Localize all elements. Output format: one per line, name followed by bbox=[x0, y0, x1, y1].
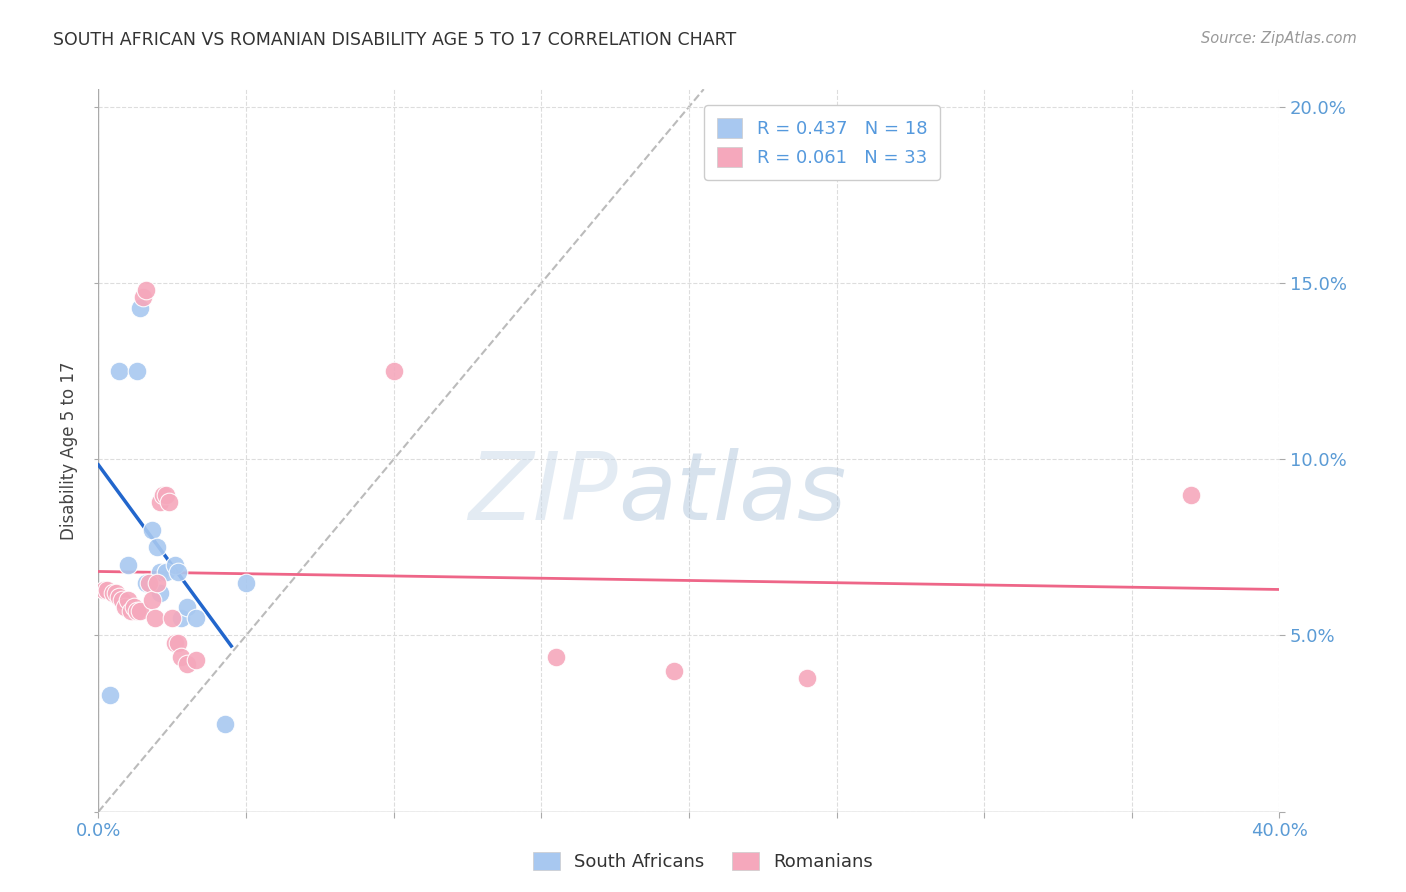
Point bbox=[796, 671, 818, 685]
Point bbox=[135, 575, 157, 590]
Point bbox=[96, 582, 118, 597]
Point bbox=[111, 593, 134, 607]
Point bbox=[176, 600, 198, 615]
Text: atlas: atlas bbox=[619, 449, 846, 540]
Point bbox=[114, 600, 136, 615]
Point bbox=[117, 558, 139, 572]
Point bbox=[135, 283, 157, 297]
Point bbox=[214, 716, 236, 731]
Point bbox=[165, 635, 187, 649]
Point bbox=[1180, 487, 1202, 501]
Point bbox=[141, 523, 163, 537]
Text: ZIP: ZIP bbox=[468, 449, 619, 540]
Point bbox=[120, 604, 142, 618]
Point bbox=[98, 689, 121, 703]
Legend: R = 0.437   N = 18, R = 0.061   N = 33: R = 0.437 N = 18, R = 0.061 N = 33 bbox=[704, 105, 939, 179]
Point bbox=[108, 364, 131, 378]
Point bbox=[117, 593, 139, 607]
Point bbox=[138, 575, 160, 590]
Point bbox=[664, 664, 686, 678]
Point bbox=[125, 364, 148, 378]
Point bbox=[141, 593, 163, 607]
Point bbox=[103, 586, 125, 600]
Point bbox=[162, 611, 183, 625]
Point bbox=[167, 565, 190, 579]
Text: Source: ZipAtlas.com: Source: ZipAtlas.com bbox=[1201, 31, 1357, 46]
Point bbox=[149, 494, 172, 508]
Point bbox=[170, 611, 193, 625]
Point bbox=[93, 582, 115, 597]
Point bbox=[108, 590, 131, 604]
Legend: South Africans, Romanians: South Africans, Romanians bbox=[526, 845, 880, 879]
Point bbox=[143, 611, 166, 625]
Point bbox=[184, 611, 207, 625]
Point bbox=[132, 290, 155, 304]
Point bbox=[546, 649, 568, 664]
Point bbox=[235, 575, 257, 590]
Point bbox=[176, 657, 198, 671]
Point bbox=[105, 586, 128, 600]
Point bbox=[165, 558, 187, 572]
Point bbox=[155, 487, 177, 501]
Point bbox=[152, 487, 174, 501]
Point bbox=[155, 565, 177, 579]
Text: SOUTH AFRICAN VS ROMANIAN DISABILITY AGE 5 TO 17 CORRELATION CHART: SOUTH AFRICAN VS ROMANIAN DISABILITY AGE… bbox=[53, 31, 737, 49]
Point bbox=[382, 364, 405, 378]
Point bbox=[184, 653, 207, 667]
Point bbox=[149, 586, 172, 600]
Point bbox=[167, 635, 190, 649]
Point bbox=[122, 600, 145, 615]
Point bbox=[149, 565, 172, 579]
Point bbox=[170, 649, 193, 664]
Y-axis label: Disability Age 5 to 17: Disability Age 5 to 17 bbox=[60, 361, 79, 540]
Point bbox=[125, 604, 148, 618]
Point bbox=[128, 301, 150, 315]
Point bbox=[157, 494, 180, 508]
Point bbox=[128, 604, 150, 618]
Point bbox=[146, 541, 169, 555]
Point bbox=[146, 575, 169, 590]
